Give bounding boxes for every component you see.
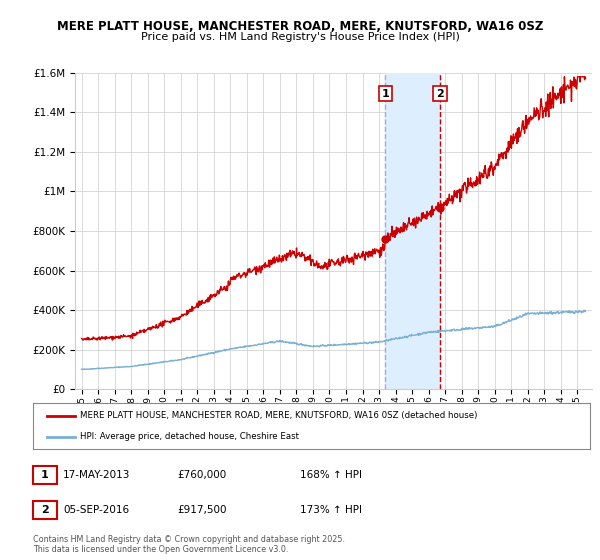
- Text: 1: 1: [41, 470, 49, 480]
- Text: MERE PLATT HOUSE, MANCHESTER ROAD, MERE, KNUTSFORD, WA16 0SZ: MERE PLATT HOUSE, MANCHESTER ROAD, MERE,…: [57, 20, 543, 32]
- Text: 17-MAY-2013: 17-MAY-2013: [63, 470, 130, 480]
- Text: 2: 2: [436, 88, 444, 99]
- Text: Price paid vs. HM Land Registry's House Price Index (HPI): Price paid vs. HM Land Registry's House …: [140, 32, 460, 43]
- Text: HPI: Average price, detached house, Cheshire East: HPI: Average price, detached house, Ches…: [80, 432, 299, 441]
- Text: Contains HM Land Registry data © Crown copyright and database right 2025.
This d: Contains HM Land Registry data © Crown c…: [33, 535, 345, 554]
- Text: 1: 1: [381, 88, 389, 99]
- Text: MERE PLATT HOUSE, MANCHESTER ROAD, MERE, KNUTSFORD, WA16 0SZ (detached house): MERE PLATT HOUSE, MANCHESTER ROAD, MERE,…: [80, 411, 478, 420]
- Text: 05-SEP-2016: 05-SEP-2016: [63, 505, 129, 515]
- Text: 168% ↑ HPI: 168% ↑ HPI: [300, 470, 362, 480]
- Text: 2: 2: [41, 505, 49, 515]
- Text: £760,000: £760,000: [177, 470, 226, 480]
- Text: 173% ↑ HPI: 173% ↑ HPI: [300, 505, 362, 515]
- Text: £917,500: £917,500: [177, 505, 227, 515]
- Bar: [385, 73, 440, 389]
